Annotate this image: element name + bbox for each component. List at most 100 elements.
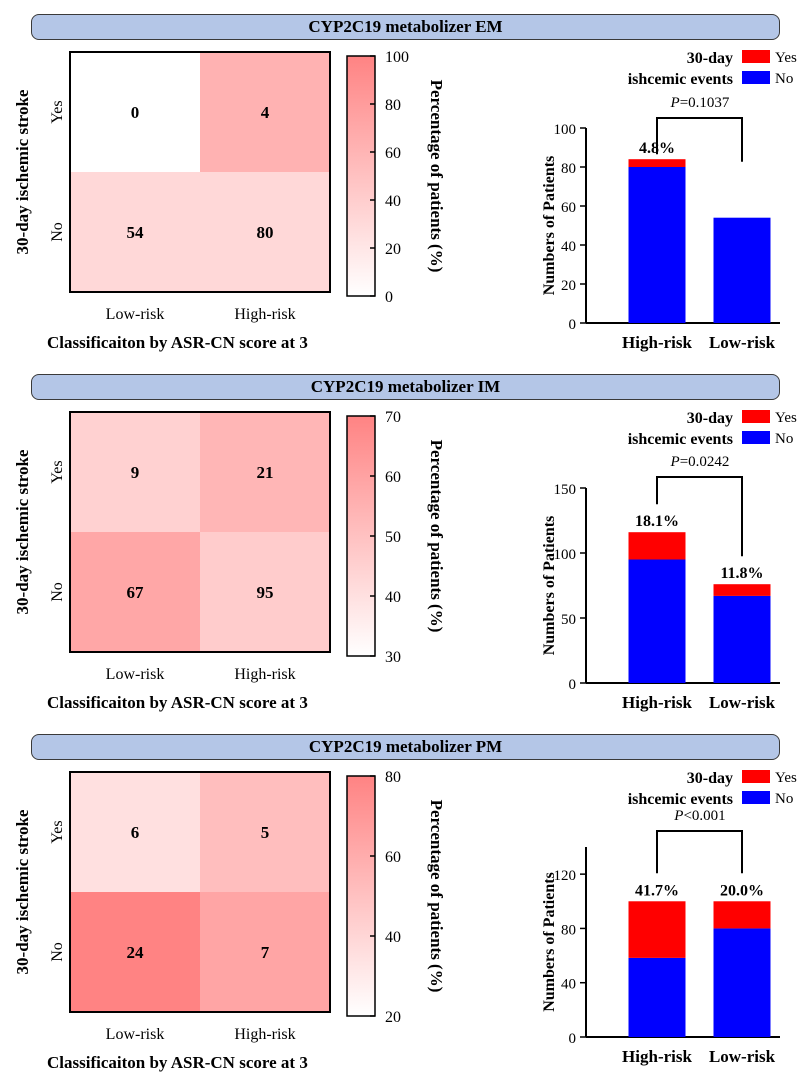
panel-im: CYP2C19 metabolizer IM 9 21 67 95 Yes No Low-r… [0,360,801,720]
bar-data-label: 18.1% [635,513,679,530]
legend-swatch [742,431,770,444]
colorbar-tick-label: 60 [385,145,401,162]
p-value-italic: P [673,808,683,824]
heatmap-cell-value: 67 [127,583,145,602]
bar-y-tick-label: 0 [569,677,577,693]
heatmap-cell [70,772,200,892]
bar-y-tick-label: 60 [561,200,576,216]
colorbar-label: Percentage of patients (%) [427,440,446,633]
heatmap-y-tick-label: Yes [49,100,66,123]
colorbar-tick-label: 20 [385,241,401,258]
bar-y-tick-label: 0 [569,317,577,333]
bar-category-label: Low-risk [709,333,776,352]
bar-segment [713,595,771,683]
panel-charts: 0 4 54 80 Yes No Low-risk High-risk 30-day ische… [13,49,797,352]
heatmap-y-tick-label: Yes [49,460,66,483]
bar-y-tick-label: 40 [561,239,576,255]
bar-category-label: High-risk [622,333,692,352]
bar-segment [628,159,686,167]
heatmap-cell-value: 95 [257,583,274,602]
panel-charts: 6 5 24 7 Yes No Low-risk High-risk 30-day ischem… [13,769,797,1072]
bar-category-label: Low-risk [709,693,776,712]
heatmap-x-tick-label: Low-risk [106,666,165,683]
heatmap-cell [200,532,330,652]
legend-title-line1: 30-day [687,770,733,787]
colorbar-label: Percentage of patients (%) [427,80,446,273]
legend-swatch [742,410,770,423]
colorbar-tick-label: 60 [385,849,401,866]
colorbar-tick-label: 100 [385,49,409,66]
p-value-italic: P [670,95,680,111]
colorbar-tick-label: 0 [385,289,393,306]
bar-data-label: 41.7% [635,882,679,899]
heatmap-cell-value: 5 [261,823,270,842]
heatmap-cell [200,52,330,172]
bar-segment [628,957,686,1037]
colorbar-tick-label: 20 [385,1009,401,1026]
panel-banner: CYP2C19 metabolizer EM [31,14,780,40]
panel-banner: CYP2C19 metabolizer PM [31,734,780,760]
legend-title-line2: ishcemic events [628,71,733,88]
heatmap-cell-value: 24 [127,943,145,962]
heatmap-cell-value: 54 [127,223,145,242]
bar-segment [713,584,771,596]
heatmap-cell-value: 7 [261,943,270,962]
colorbar [346,55,376,297]
heatmap-y-tick-label: No [49,582,66,602]
colorbar-tick-label: 70 [385,409,401,426]
bar-y-axis-label: Numbers of Patients [541,872,558,1012]
bar-y-tick-label: 80 [561,922,576,938]
colorbar-tick-label: 60 [385,469,401,486]
bar-y-tick-label: 20 [561,278,576,294]
p-value-text: =0.1037 [680,95,730,111]
bar-y-tick-label: 50 [561,612,576,628]
panel-charts: 9 21 67 95 Yes No Low-risk High-risk 30-day isch… [13,409,797,712]
significance-bracket [656,476,743,557]
heatmap-cell-value: 80 [257,223,274,242]
legend-label: Yes [775,50,797,66]
heatmap-y-axis-label: 30-day ischemic stroke [13,89,32,254]
panel-em: CYP2C19 metabolizer EM 0 4 54 80 Yes No Low-ri… [0,0,801,360]
legend-swatch [742,770,770,783]
legend-title-line2: ishcemic events [628,431,733,448]
heatmap-y-axis-label: 30-day ischemic stroke [13,449,32,614]
legend-label: Yes [775,410,797,426]
colorbar-tick-label: 40 [385,589,401,606]
heatmap-x-tick-label: High-risk [234,666,295,683]
bar-segment [628,532,686,560]
heatmap-cell [200,412,330,532]
heatmap-x-tick-label: High-risk [234,306,295,323]
bar-segment [628,901,686,958]
heatmap-cell [70,412,200,532]
heatmap-x-axis-label: Classificaiton by ASR-CN score at 3 [47,1053,308,1072]
heatmap-cell-value: 0 [131,103,140,122]
colorbar-tick-label: 40 [385,193,401,210]
colorbar [346,775,376,1017]
legend-swatch [742,71,770,84]
bar-segment [713,901,771,929]
heatmap-x-tick-label: Low-risk [106,1026,165,1043]
p-value-italic: P [670,454,680,470]
legend-label: Yes [775,770,797,786]
bar-category-label: Low-risk [709,1047,776,1066]
legend-label: No [775,71,793,87]
legend-title-line2: ishcemic events [628,791,733,808]
legend-label: No [775,791,793,807]
bar-segment [628,559,686,683]
heatmap-x-tick-label: High-risk [234,1026,295,1043]
heatmap-cell [70,892,200,1012]
bar-y-axis-label: Numbers of Patients [541,156,558,296]
heatmap-cell [70,52,200,172]
heatmap-cell [200,172,330,292]
bar-y-tick-label: 80 [561,161,576,177]
bar-y-tick-label: 100 [554,547,577,563]
colorbar-tick-label: 40 [385,929,401,946]
colorbar-tick-label: 80 [385,769,401,786]
heatmap-x-axis-label: Classificaiton by ASR-CN score at 3 [47,693,308,712]
heatmap-x-tick-label: Low-risk [106,306,165,323]
legend-title-line1: 30-day [687,410,733,427]
bar-category-label: High-risk [622,1047,692,1066]
heatmap-y-axis-label: 30-day ischemic stroke [13,809,32,974]
legend-swatch [742,50,770,63]
heatmap-cell-value: 4 [261,103,270,122]
